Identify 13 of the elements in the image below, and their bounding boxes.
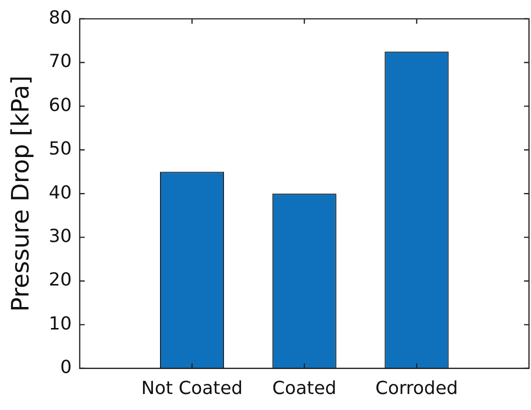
y-tick-label: 50 [48, 138, 72, 160]
x-tick-label: Coated [272, 378, 336, 399]
y-tick-label: 60 [48, 94, 72, 116]
y-tick-label: 0 [60, 357, 72, 378]
y-tick-label: 70 [48, 51, 72, 72]
x-tick-label: Corroded [375, 378, 458, 399]
x-tick-label: Not Coated [141, 378, 243, 399]
y-tick-label: 40 [48, 182, 72, 204]
y-tick-label: 80 [48, 7, 72, 28]
y-tick-label: 30 [48, 226, 72, 247]
y-axis-title: Pressure Drop [kPa] [6, 76, 35, 312]
y-tick-label: 10 [48, 313, 72, 334]
y-tick-label: 20 [48, 270, 72, 291]
